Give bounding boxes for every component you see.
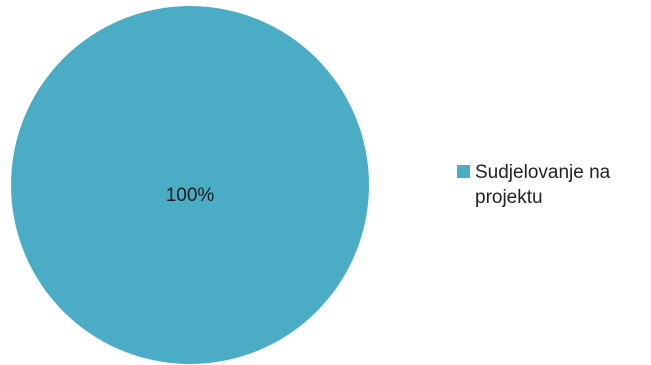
legend: Sudjelovanje na projektu xyxy=(457,160,647,210)
pie-slice-label-0: 100% xyxy=(166,185,215,206)
pie-slice-0 xyxy=(11,6,369,364)
legend-label: Sudjelovanje na projektu xyxy=(475,162,611,208)
legend-swatch xyxy=(457,165,470,178)
